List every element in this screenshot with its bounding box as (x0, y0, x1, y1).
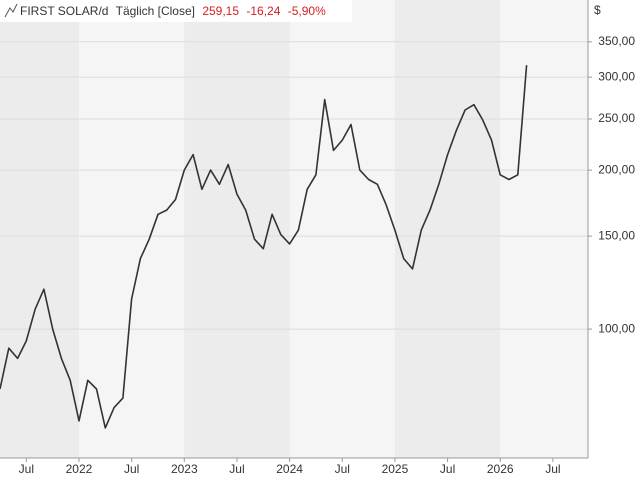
y-tick-label: 100,00 (598, 321, 635, 335)
chart-icon (4, 3, 18, 18)
year-band (184, 0, 290, 458)
year-band (394, 0, 501, 458)
x-tick-label: Jul (229, 462, 244, 476)
y-tick-label: 150,00 (598, 228, 635, 242)
y-tick-label: 350,00 (598, 34, 635, 48)
last-price: 259,15 (202, 4, 239, 18)
year-bands (0, 0, 500, 458)
x-tick-label: 2024 (276, 462, 303, 476)
change: -16,24 (246, 4, 280, 18)
y-tick-label: 250,00 (598, 111, 635, 125)
x-tick-label: Jul (545, 462, 560, 476)
x-tick-label: 2025 (382, 462, 409, 476)
change-pct: -5,90% (288, 4, 326, 18)
header: FIRST SOLAR/d Täglich [Close] 259,15 -16… (20, 4, 326, 18)
y-axis-unit: $ (594, 3, 601, 17)
x-tick-label: 2023 (171, 462, 198, 476)
chart-title: FIRST SOLAR/d (20, 4, 108, 18)
year-band (0, 0, 79, 458)
x-tick-label: 2022 (66, 462, 93, 476)
plot (0, 65, 528, 429)
y-tick-label: 300,00 (598, 69, 635, 83)
chart-subtitle: Täglich [Close] (116, 4, 195, 18)
x-tick-label: 2026 (487, 462, 514, 476)
price-line (0, 65, 528, 429)
x-tick-label: Jul (335, 462, 350, 476)
y-tick-label: 200,00 (598, 162, 635, 176)
x-tick-label: Jul (440, 462, 455, 476)
header-bg (0, 0, 352, 22)
x-tick-label: Jul (124, 462, 139, 476)
x-tick-label: Jul (19, 462, 34, 476)
